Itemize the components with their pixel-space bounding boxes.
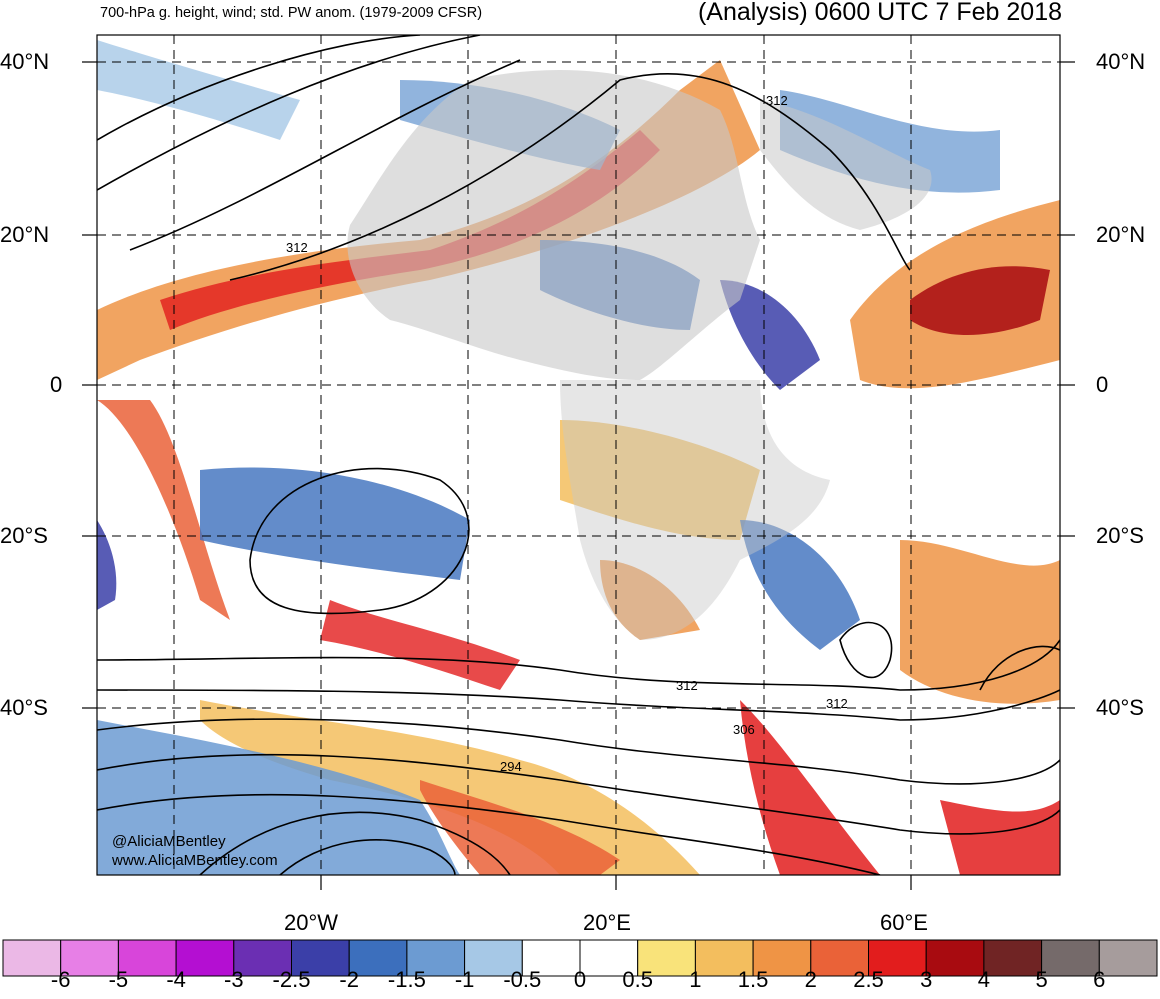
colorbar-tick-label: 3 [920, 967, 933, 992]
colorbar-swatch [233, 939, 293, 977]
valid-time: (Analysis) 0600 UTC 7 Feb 2018 [697, 0, 1062, 26]
pw-negative-anomaly [720, 280, 820, 390]
lon-label: 60°E [880, 910, 928, 935]
pw-positive-anomaly [97, 400, 230, 620]
colorbar-swatch [1041, 939, 1100, 977]
lat-label-right: 0 [1096, 372, 1109, 397]
colorbar-tick-label: -2.5 [272, 967, 311, 992]
colorbar-swatch [117, 939, 177, 977]
pw-positive-anomaly [600, 560, 700, 640]
lon-label: 20°W [284, 910, 339, 935]
colorbar-tick-label: -2 [339, 967, 359, 992]
height-contour [97, 35, 421, 141]
pw-positive-anomaly [940, 800, 1060, 875]
colorbar-swatch [983, 939, 1043, 977]
height-contour [97, 35, 481, 191]
height-contour [97, 718, 1060, 785]
colorbar-swatch [175, 939, 235, 977]
pw-negative-anomaly [97, 720, 460, 875]
colorbar-swatch [1098, 939, 1158, 977]
colorbar-tick-label: 1.5 [737, 967, 769, 992]
colorbar-tick-label: 5 [1035, 967, 1048, 992]
contour-label: 312 [766, 93, 788, 108]
map-frame [96, 34, 1061, 876]
colorbar-tick-label: -1.5 [387, 967, 426, 992]
height-contour [97, 753, 1060, 835]
colorbar-swatch [925, 939, 985, 977]
colorbar-swatch [521, 939, 581, 977]
contour-label: 294 [500, 759, 522, 774]
colorbar-swatch [2, 939, 62, 977]
credit-handle: @AliciaMBentley [112, 833, 226, 850]
colorbar-swatch [60, 939, 119, 977]
lat-label-right: 40°N [1096, 49, 1146, 74]
colorbar-tick-label: 1 [689, 967, 702, 992]
colorbar-swatch [752, 939, 812, 977]
lon-label: 20°E [583, 910, 631, 935]
pw-negative-anomaly [200, 467, 470, 580]
lat-label-right: 40°S [1096, 695, 1144, 720]
contour-label: 312 [676, 678, 698, 693]
colorbar-tick-label: 6 [1093, 967, 1106, 992]
colorbar-tick-label: 4 [977, 967, 991, 992]
pw-positive-anomaly [200, 700, 700, 875]
axis-ticks [82, 61, 1075, 890]
land-north-africa [347, 70, 760, 380]
height-contour [199, 811, 511, 875]
lat-label-left: 20°S [0, 523, 48, 548]
pw-positive-anomaly [560, 420, 760, 540]
colorbar-tick-label: -0.5 [503, 967, 542, 992]
land-arabia [760, 100, 932, 230]
contour-label: 306 [733, 722, 755, 737]
colorbar-tick-label: 0.5 [622, 967, 653, 992]
colorbar-tick-label: -4 [166, 967, 186, 992]
pw-negative-anomaly [97, 520, 117, 610]
colorbar-tick-label: 2 [804, 967, 817, 992]
pw-positive-anomaly [420, 780, 620, 875]
height-contour [979, 645, 1060, 691]
lat-label-right: 20°N [1096, 222, 1146, 247]
height-contour [97, 639, 1060, 691]
colorbar-swatch [406, 939, 466, 977]
colorbar-tick-label: -1 [454, 967, 475, 992]
height-contour [249, 467, 470, 615]
colorbar-swatch [291, 939, 350, 977]
lat-label-left: 40°S [0, 695, 48, 720]
colorbar-tick-label: -3 [224, 967, 244, 992]
credit-url: www.AliciaMBentley.com [111, 852, 278, 869]
colorbar-tick-label: -6 [50, 967, 71, 992]
land-southern-africa [560, 380, 830, 640]
contour-label: 312 [826, 696, 848, 711]
lat-label-left: 40°N [0, 49, 50, 74]
colorbar-swatch [637, 939, 696, 977]
height-contours [97, 35, 1060, 875]
lat-label-left: 20°N [0, 222, 50, 247]
height-contour [97, 793, 881, 875]
pw-positive-anomaly [160, 130, 660, 330]
colorbar-swatch [579, 939, 639, 977]
map-panel: 312 312 312 312 306 294 @AliciaMBentley … [97, 35, 1060, 875]
lat-label-right: 20°S [1096, 523, 1144, 548]
height-contour [839, 621, 893, 679]
height-contour [97, 689, 1060, 721]
height-contour [279, 839, 456, 875]
colorbar [2, 939, 1158, 977]
product-title: 700-hPa g. height, wind; std. PW anom. (… [100, 5, 483, 21]
pw-positive-anomaly [900, 540, 1060, 704]
colorbar-tick-label: 0 [573, 967, 587, 992]
pw-positive-anomaly [740, 700, 880, 875]
colorbar-tick-label: 2.5 [853, 967, 884, 992]
pw-positive-anomaly [910, 266, 1050, 335]
pw-positive-anomaly [320, 600, 520, 690]
contour-label: 312 [286, 240, 308, 255]
pw-negative-anomaly [740, 520, 860, 650]
colorbar-tick-label: -5 [108, 967, 129, 992]
land-masses [347, 70, 932, 640]
map-grid [97, 35, 1060, 875]
height-contour [229, 73, 911, 281]
pw-anomaly-shading [97, 40, 1060, 875]
lat-label-left: 0 [50, 372, 63, 397]
